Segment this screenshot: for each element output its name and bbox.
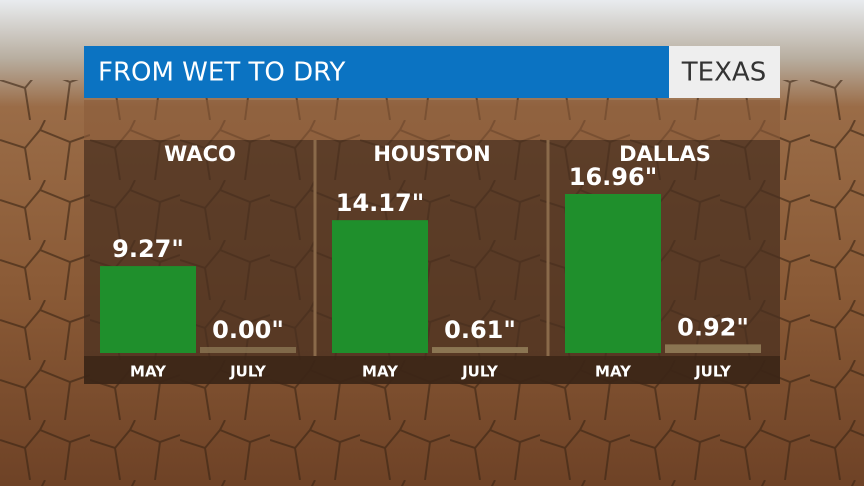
bar xyxy=(332,220,428,353)
title: FROM WET TO DRY xyxy=(98,58,345,88)
bar xyxy=(100,266,196,353)
header-shadow xyxy=(84,100,780,140)
category-label: JULY xyxy=(229,363,267,381)
region: TEXAS xyxy=(681,58,766,88)
value-label: 9.27" xyxy=(112,235,184,263)
label-strip xyxy=(84,356,780,384)
category-label: MAY xyxy=(362,363,399,381)
value-label: 16.96" xyxy=(569,163,657,191)
value-label: 14.17" xyxy=(336,189,424,217)
bar xyxy=(665,344,761,353)
panel-area xyxy=(84,140,780,384)
panel-title: HOUSTON xyxy=(373,142,490,166)
region-box xyxy=(669,46,780,98)
category-label: MAY xyxy=(595,363,632,381)
category-label: MAY xyxy=(130,363,167,381)
value-label: 0.61" xyxy=(444,316,516,344)
bar-base xyxy=(200,347,296,353)
bar xyxy=(565,194,661,353)
value-label: 0.00" xyxy=(212,316,284,344)
title-bar xyxy=(84,46,669,98)
category-label: JULY xyxy=(461,363,499,381)
bar xyxy=(432,347,528,353)
panel-title: WACO xyxy=(164,142,236,166)
value-label: 0.92" xyxy=(677,313,749,341)
panel-title: DALLAS xyxy=(619,142,711,166)
category-label: JULY xyxy=(694,363,732,381)
